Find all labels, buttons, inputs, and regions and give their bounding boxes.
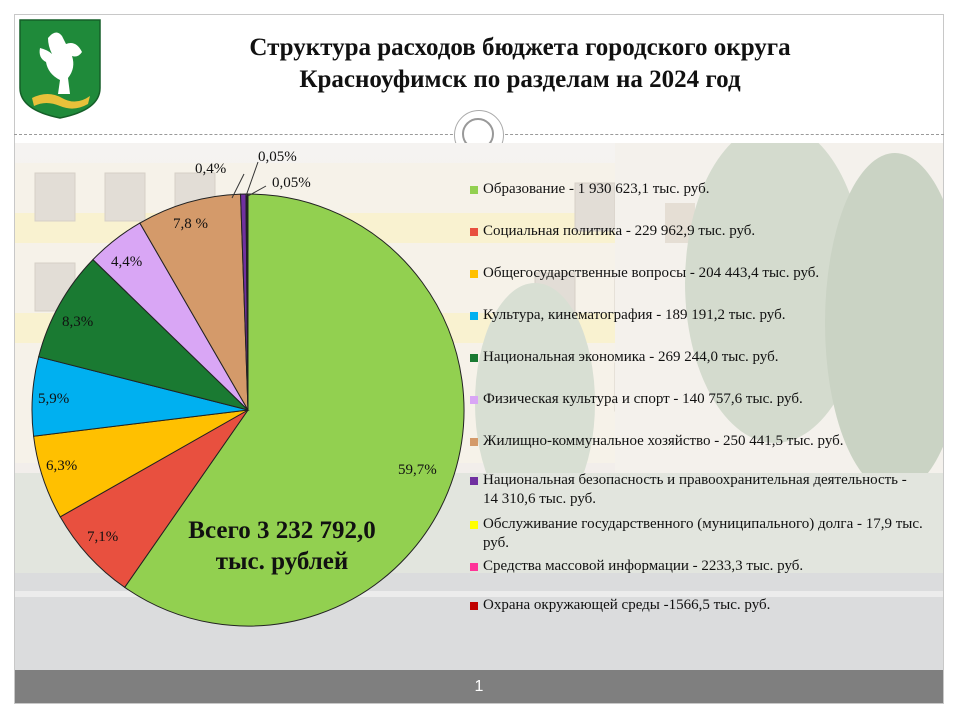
- total-line-2: тыс. рублей: [215, 548, 349, 575]
- pie-label-economy: 8,3%: [62, 314, 94, 330]
- legend-swatch: [470, 354, 478, 362]
- pie-label-general: 6,3%: [46, 458, 78, 474]
- pie-label-education: 59,7%: [398, 462, 437, 478]
- slide-footer: 1: [15, 670, 943, 703]
- pie-label-social: 7,1%: [87, 529, 119, 545]
- legend-label: Охрана окружающей среды -1566,5 тыс. руб…: [483, 597, 771, 613]
- city-emblem-icon: [19, 19, 101, 119]
- legend-label: Социальная политика - 229 962,9 тыс. руб…: [483, 223, 756, 239]
- legend-item-culture: Культура, кинематография - 189 191,2 тыс…: [470, 306, 785, 325]
- legend-item-housing: Жилищно-коммунальное хозяйство - 250 441…: [470, 432, 844, 451]
- slide-title: Структура расходов бюджета городского ок…: [120, 32, 920, 96]
- legend-label: Обслуживание государственного (муниципал…: [483, 516, 923, 551]
- total-line-1: Всего 3 232 792,0: [188, 517, 376, 544]
- legend-swatch: [470, 563, 478, 571]
- legend-swatch: [470, 270, 478, 278]
- leader-line-0: [231, 173, 245, 199]
- pie-label-media: 0,05%: [272, 175, 311, 191]
- legend-label: Национальная экономика - 269 244,0 тыс. …: [483, 349, 779, 365]
- legend-item-debt: Обслуживание государственного (муниципал…: [470, 515, 923, 553]
- legend-swatch: [470, 396, 478, 404]
- legend-item-sport: Физическая культура и спорт - 140 757,6 …: [470, 390, 803, 409]
- pie-slice-4: [38, 258, 250, 411]
- legend-item-security: Национальная безопасность и правоохранит…: [470, 471, 923, 509]
- legend-label: Общегосударственные вопросы - 204 443,4 …: [483, 265, 820, 281]
- pie-slice-0: [123, 193, 465, 627]
- legend-item-social: Социальная политика - 229 962,9 тыс. руб…: [470, 222, 755, 241]
- legend-label: Культура, кинематография - 189 191,2 тыс…: [483, 307, 786, 323]
- legend-item-economy: Национальная экономика - 269 244,0 тыс. …: [470, 348, 779, 367]
- legend-swatch: [470, 312, 478, 320]
- legend-label: Физическая культура и спорт - 140 757,6 …: [483, 391, 803, 407]
- page-number: 1: [474, 678, 484, 695]
- pie-label-security: 0,4%: [195, 161, 227, 177]
- legend-label: Образование - 1 930 623,1 тыс. руб.: [483, 181, 710, 197]
- legend-label: Национальная безопасность и правоохранит…: [483, 472, 907, 507]
- legend-item-education: Образование - 1 930 623,1 тыс. руб.: [470, 180, 710, 199]
- title-line-1: Структура расходов бюджета городского ок…: [249, 34, 791, 61]
- legend-swatch: [470, 186, 478, 194]
- legend-swatch: [470, 521, 478, 529]
- slide-frame: [14, 14, 944, 704]
- legend-item-general: Общегосударственные вопросы - 204 443,4 …: [470, 264, 819, 283]
- total-label: Всего 3 232 792,0 тыс. рублей: [172, 515, 392, 577]
- leader-line-2: [247, 185, 267, 197]
- legend-swatch: [470, 602, 478, 610]
- pie-label-debt: 0,05%: [258, 149, 297, 165]
- legend-swatch: [470, 228, 478, 236]
- legend-label: Жилищно-коммунальное хозяйство - 250 441…: [483, 433, 844, 449]
- legend-item-environment: Охрана окружающей среды -1566,5 тыс. руб…: [470, 596, 770, 615]
- leader-line-1: [245, 161, 259, 197]
- legend-item-media: Средства массовой информации - 2233,3 ты…: [470, 557, 803, 576]
- pie-slice-10: [246, 193, 249, 411]
- legend-swatch: [470, 438, 478, 446]
- legend-swatch: [470, 477, 478, 485]
- legend-label: Средства массовой информации - 2233,3 ты…: [483, 558, 804, 574]
- pie-label-housing: 7,8 %: [173, 216, 208, 232]
- pie-label-culture: 5,9%: [38, 391, 70, 407]
- pie-slice-6: [139, 193, 249, 411]
- title-line-2: Красноуфимск по разделам на 2024 год: [299, 66, 741, 93]
- pie-label-sport: 4,4%: [111, 254, 143, 270]
